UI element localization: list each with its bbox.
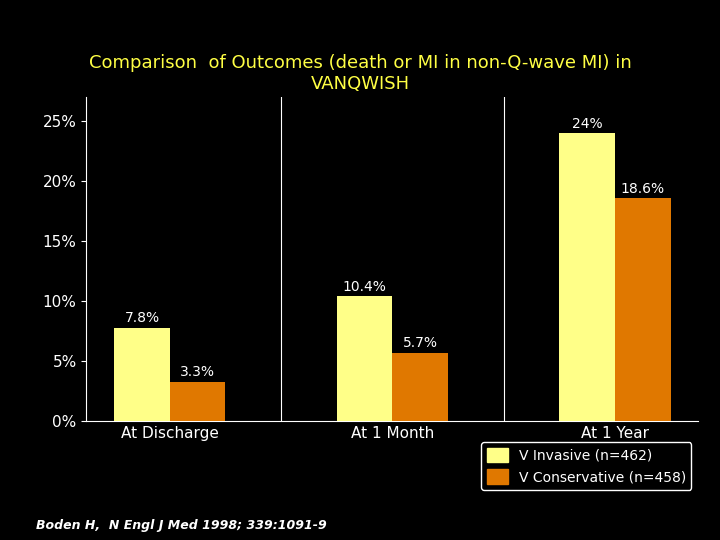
Bar: [392, 353, 448, 421]
Text: 7.8%: 7.8%: [125, 311, 160, 325]
Text: 3.3%: 3.3%: [180, 365, 215, 379]
Text: 18.6%: 18.6%: [621, 181, 665, 195]
Text: 10.4%: 10.4%: [343, 280, 387, 294]
Bar: [170, 382, 225, 421]
Text: Comparison  of Outcomes (death or MI in non-Q-wave MI) in
VANQWISH: Comparison of Outcomes (death or MI in n…: [89, 54, 631, 93]
Text: Boden H,  N Engl J Med 1998; 339:1091-9: Boden H, N Engl J Med 1998; 339:1091-9: [36, 519, 327, 532]
Bar: [337, 296, 392, 421]
Legend: V Invasive (n=462), V Conservative (n=458): V Invasive (n=462), V Conservative (n=45…: [481, 442, 691, 490]
Text: 24%: 24%: [572, 117, 603, 131]
Bar: [615, 198, 670, 421]
Text: 5.7%: 5.7%: [402, 336, 438, 350]
Bar: [114, 328, 170, 421]
Bar: [559, 133, 615, 421]
